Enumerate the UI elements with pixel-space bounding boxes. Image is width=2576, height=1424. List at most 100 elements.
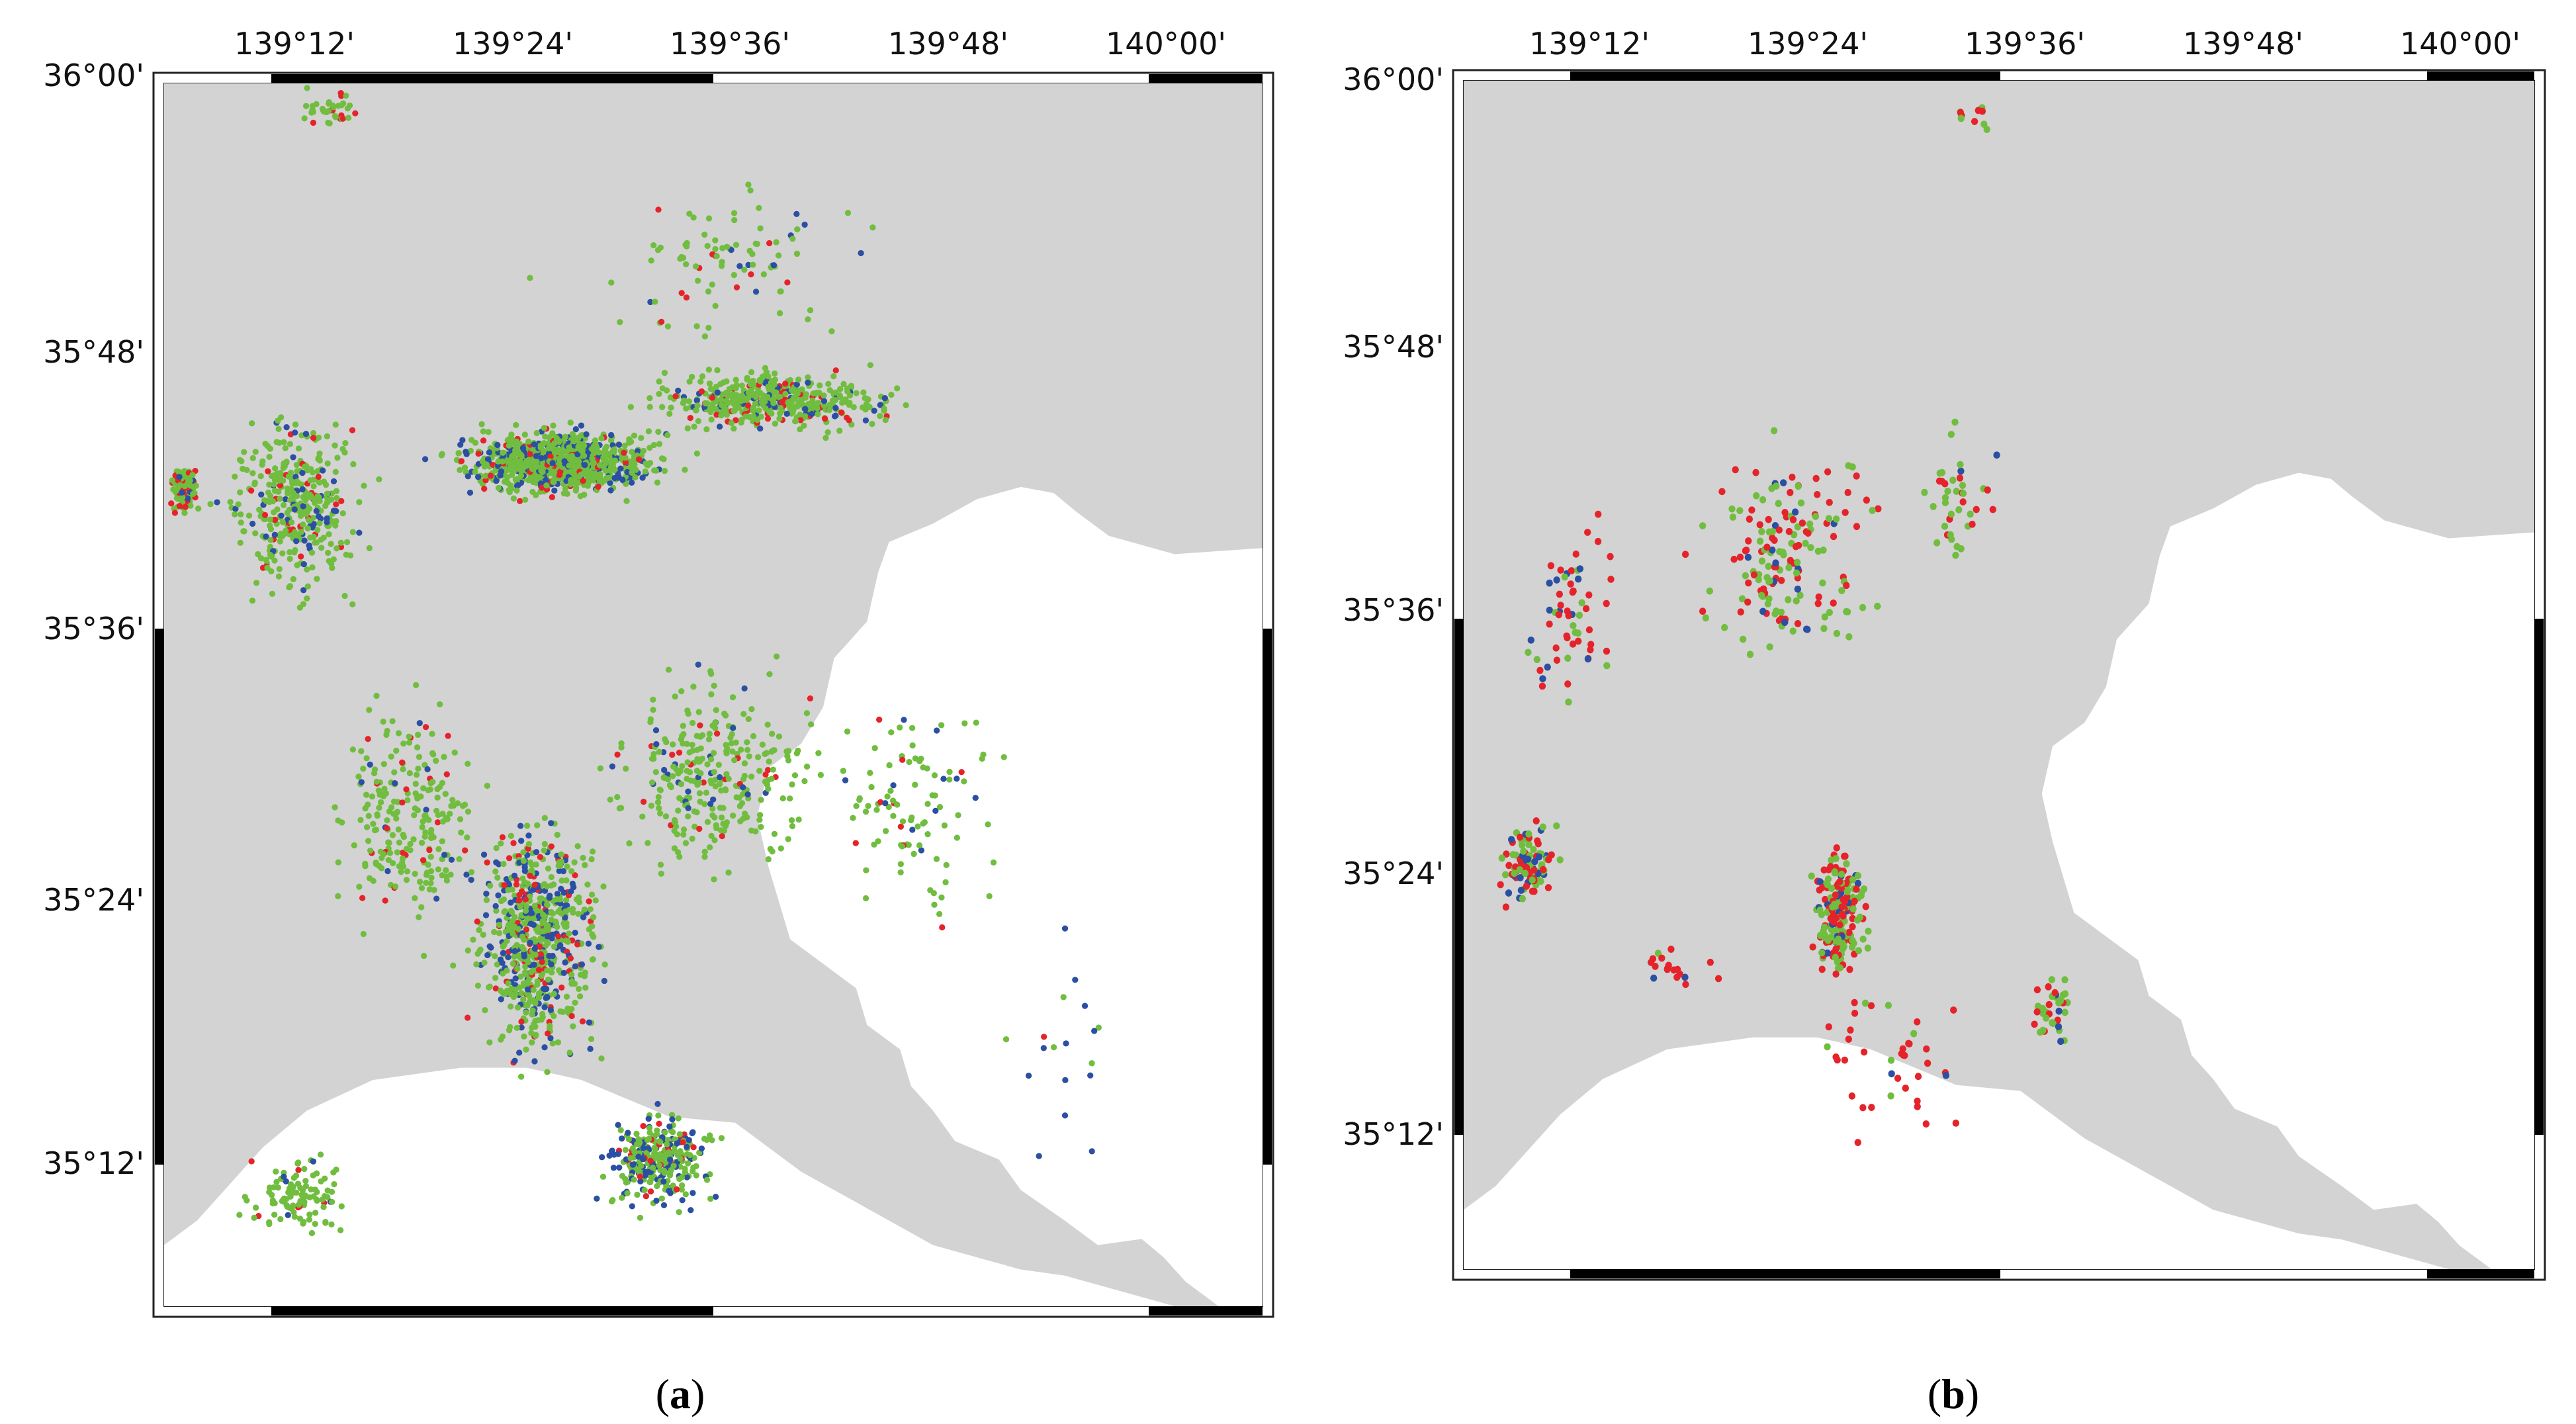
event-point <box>1088 1148 1095 1155</box>
event-point <box>750 381 757 388</box>
event-point <box>236 457 244 463</box>
event-point <box>1846 965 1853 973</box>
event-point <box>1532 817 1540 824</box>
event-point <box>707 1132 713 1139</box>
event-point <box>522 971 529 977</box>
event-point <box>766 240 773 247</box>
event-point <box>1959 498 1967 506</box>
event-point <box>516 441 523 447</box>
event-point <box>463 871 470 878</box>
event-point <box>524 979 531 985</box>
event-point <box>1523 882 1530 890</box>
event-point <box>499 959 506 966</box>
event-point <box>821 398 828 404</box>
event-point <box>654 1100 661 1107</box>
event-point <box>341 592 348 600</box>
event-point <box>1827 863 1834 870</box>
event-point <box>713 707 719 713</box>
event-point <box>332 442 338 449</box>
event-point <box>532 938 539 945</box>
event-point <box>1815 593 1822 601</box>
event-point <box>844 728 851 735</box>
event-point <box>829 397 836 404</box>
event-point <box>442 791 449 797</box>
lat-tick-label: 35°24' <box>1343 856 1444 891</box>
event-point <box>556 439 562 445</box>
event-point <box>343 551 349 558</box>
event-point <box>1820 866 1828 874</box>
event-point <box>762 405 769 412</box>
event-point <box>404 797 411 803</box>
event-point <box>242 1194 248 1200</box>
event-point <box>2057 997 2065 1004</box>
event-point <box>1975 107 1982 114</box>
event-point <box>770 400 777 406</box>
event-point <box>1707 958 1714 966</box>
event-point <box>748 706 755 713</box>
event-point <box>708 832 715 839</box>
event-point <box>468 437 475 443</box>
event-point <box>430 834 437 840</box>
event-point <box>801 413 809 420</box>
event-point <box>866 404 873 410</box>
event-point <box>785 399 791 406</box>
event-point <box>881 406 887 412</box>
event-point <box>514 1004 521 1011</box>
event-point <box>871 744 878 752</box>
event-point <box>312 1210 319 1216</box>
event-point <box>283 1178 289 1184</box>
event-point <box>474 982 482 989</box>
lat-tick-label: 36°00' <box>1343 62 1444 97</box>
lon-tick-label: 140°00' <box>1106 26 1226 62</box>
event-point <box>731 757 738 764</box>
event-point <box>1887 1092 1894 1100</box>
event-point <box>1775 526 1783 534</box>
event-point <box>588 891 596 898</box>
event-point <box>1087 1072 1094 1079</box>
event-point <box>685 711 691 717</box>
event-point <box>484 782 491 789</box>
event-point <box>899 818 907 824</box>
event-point <box>333 495 340 502</box>
event-point <box>568 868 575 875</box>
event-point <box>641 1187 648 1194</box>
event-point <box>300 503 306 510</box>
event-point <box>344 105 351 112</box>
event-point <box>1091 1028 1098 1034</box>
event-point <box>610 1165 617 1171</box>
event-point <box>449 797 456 803</box>
event-point <box>596 462 603 468</box>
event-point <box>680 1139 686 1145</box>
event-point <box>1720 623 1728 631</box>
event-point <box>656 786 663 793</box>
event-point <box>758 823 764 830</box>
event-point <box>1756 537 1764 545</box>
event-point <box>1832 515 1840 523</box>
lat-tick-label: 35°36' <box>1343 592 1444 628</box>
event-point <box>420 952 427 959</box>
event-point <box>436 783 443 791</box>
event-point <box>943 862 950 868</box>
event-point <box>171 510 179 516</box>
event-point <box>554 938 560 944</box>
event-point <box>2061 990 2069 998</box>
event-point <box>752 240 759 247</box>
event-point <box>629 469 635 476</box>
event-point <box>1706 587 1713 595</box>
event-point <box>1574 629 1582 637</box>
event-point <box>1714 975 1722 983</box>
event-point <box>520 996 527 1002</box>
event-point <box>714 389 721 396</box>
event-point <box>1836 964 1843 972</box>
event-point <box>792 418 799 425</box>
event-point <box>1792 543 1800 551</box>
event-point <box>1834 1056 1841 1064</box>
event-point <box>464 834 470 841</box>
event-point <box>805 374 811 380</box>
event-point <box>1821 923 1828 931</box>
event-point <box>591 449 598 457</box>
event-point <box>314 1197 320 1204</box>
event-point <box>492 868 499 875</box>
event-point <box>310 109 317 115</box>
event-point <box>733 242 740 248</box>
